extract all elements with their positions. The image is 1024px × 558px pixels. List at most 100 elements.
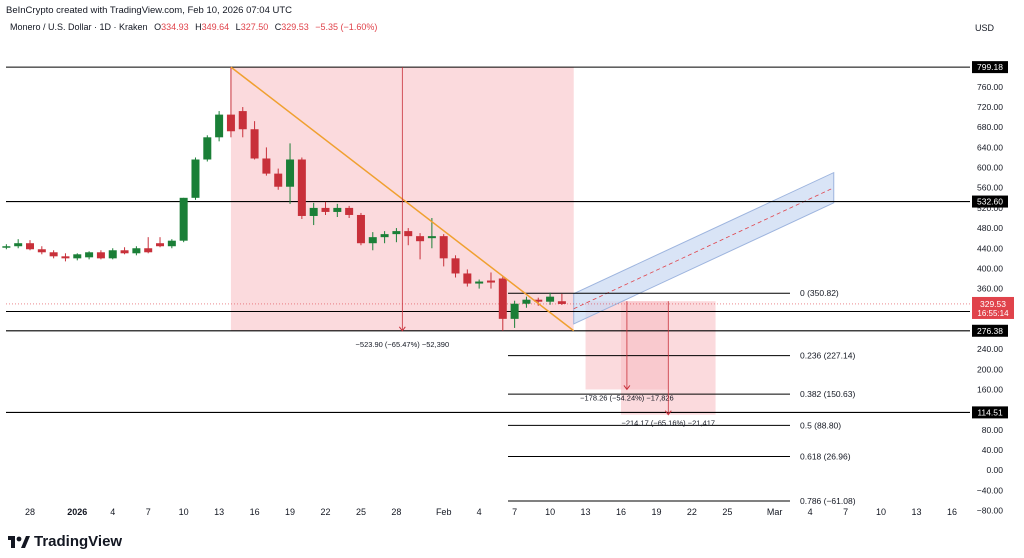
x-tick-label-19: 25	[722, 507, 732, 517]
y-tick-label-2: 680.00	[977, 122, 1003, 132]
candle-body-40	[475, 281, 484, 284]
y-tick-label-17: −40.00	[977, 485, 1004, 495]
candle-body-9	[108, 250, 117, 259]
low-value: 327.50	[240, 22, 269, 32]
candle-body-21	[250, 129, 259, 159]
measure-main-label: −523.90 (−65.47%) −52,390	[356, 340, 450, 349]
y-tick-label-7: 480.00	[977, 223, 1003, 233]
candle-body-24	[286, 159, 295, 187]
candle-body-29	[345, 207, 354, 215]
current-price-tag-text: 329.53	[980, 299, 1006, 309]
x-tick-label-18: 22	[687, 507, 697, 517]
fib-label-2: 0.382 (150.63)	[800, 389, 855, 399]
candle-body-11	[132, 248, 141, 254]
candle-body-12	[144, 248, 153, 253]
candle-body-19	[226, 114, 235, 132]
candle-body-39	[463, 273, 472, 284]
candle-body-18	[215, 114, 224, 138]
candle-body-22	[262, 158, 271, 174]
chart-credit: BeInCrypto created with TradingView.com,…	[6, 5, 293, 16]
candle-body-13	[156, 243, 165, 247]
x-tick-label-7: 19	[285, 507, 295, 517]
x-tick-label-17: 19	[651, 507, 661, 517]
x-tick-label-1: 2026	[67, 507, 87, 517]
level-tag-text-1: 532.60	[977, 197, 1003, 207]
current-price-tag	[972, 296, 1014, 319]
candle-body-7	[85, 252, 94, 258]
candle-body-10	[120, 250, 129, 254]
y-tick-label-12: 200.00	[977, 364, 1003, 374]
x-tick-label-4: 10	[179, 507, 189, 517]
tradingview-logo: TradingView	[8, 533, 122, 550]
x-tick-label-3: 7	[146, 507, 151, 517]
candle-body-33	[392, 231, 401, 235]
measure-b-arrowhead	[664, 410, 672, 416]
x-tick-label-13: 7	[512, 507, 517, 517]
x-tick-label-5: 13	[214, 507, 224, 517]
candle-body-5	[61, 256, 70, 259]
x-tick-label-9: 25	[356, 507, 366, 517]
candle-body-26	[309, 207, 318, 216]
currency-label: USD	[974, 23, 994, 33]
candle-body-3	[37, 249, 46, 253]
level-tag-text-0: 799.18	[977, 62, 1003, 72]
level-tag-text-3: 276.38	[977, 326, 1003, 336]
candle-body-14	[167, 240, 176, 247]
y-tick-label-15: 40.00	[982, 445, 1004, 455]
candle-body-25	[297, 159, 306, 216]
y-tick-label-5: 560.00	[977, 183, 1003, 193]
countdown-tag-text: 16:55:14	[977, 309, 1009, 318]
candle-body-44	[522, 299, 531, 304]
measure-a-arrowhead	[623, 385, 631, 391]
measure-a-label: −178.26 (−54.24%) −17,826	[580, 393, 674, 402]
candle-body-28	[333, 207, 342, 212]
candle-body-31	[368, 237, 377, 244]
candle-body-2	[26, 243, 34, 250]
channel-midline	[573, 187, 834, 310]
candle-body-4	[49, 252, 58, 257]
candle-body-36	[427, 236, 436, 239]
x-tick-label-15: 13	[581, 507, 591, 517]
x-tick-label-12: 4	[477, 507, 482, 517]
y-tick-label-4: 600.00	[977, 163, 1003, 173]
candle-body-23	[274, 173, 283, 187]
candle-body-0	[2, 246, 11, 248]
fib-label-3: 0.5 (88.80)	[800, 420, 841, 430]
x-tick-label-0: 28	[25, 507, 35, 517]
candle-body-20	[238, 111, 247, 130]
low-label: L	[235, 22, 241, 32]
open-label: O	[154, 22, 162, 32]
y-tick-label-13: 160.00	[977, 384, 1003, 394]
candle-body-15	[179, 197, 188, 241]
x-tick-label-22: 7	[843, 507, 848, 517]
fib-label-4: 0.618 (26.96)	[800, 452, 851, 462]
candle-body-32	[380, 234, 389, 238]
close-label: C	[274, 22, 282, 32]
y-tick-label-18: −80.00	[977, 505, 1004, 515]
measure-main-arrowhead	[398, 326, 406, 332]
fib-label-0: 0 (350.82)	[800, 288, 839, 298]
level-tag-1	[972, 195, 1008, 208]
x-tick-label-8: 22	[320, 507, 330, 517]
level-tag-4	[972, 406, 1008, 419]
y-tick-label-3: 640.00	[977, 142, 1003, 152]
y-tick-label-16: 0.00	[986, 465, 1003, 475]
y-tick-label-9: 400.00	[977, 263, 1003, 273]
x-tick-label-24: 13	[911, 507, 921, 517]
y-tick-label-11: 240.00	[977, 344, 1003, 354]
close-value: 329.53	[281, 22, 309, 32]
x-tick-label-21: 4	[808, 507, 813, 517]
candle-body-8	[96, 252, 105, 259]
fib-label-5: 0.786 (−61.08)	[800, 496, 856, 506]
fib-label-1: 0.236 (227.14)	[800, 351, 855, 361]
level-tag-text-4: 114.51	[977, 407, 1003, 417]
x-tick-label-23: 10	[876, 507, 886, 517]
symbol-name[interactable]: Monero / U.S. Dollar · 1D · Kraken	[10, 22, 148, 32]
candle-body-17	[203, 137, 212, 160]
candle-body-45	[534, 299, 543, 302]
y-tick-label-8: 440.00	[977, 243, 1003, 253]
y-tick-label-1: 720.00	[977, 102, 1003, 112]
open-value: 334.93	[161, 22, 189, 32]
candle-body-34	[404, 231, 413, 237]
